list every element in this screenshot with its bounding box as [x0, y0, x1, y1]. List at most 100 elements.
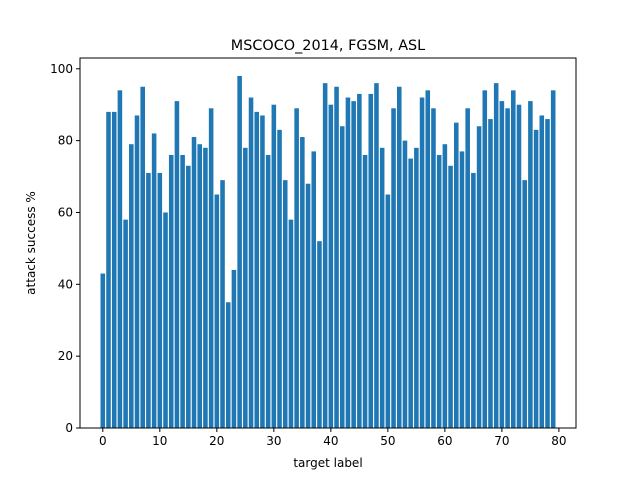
bar-label-45 [357, 93, 362, 429]
bar-label-61 [448, 165, 453, 428]
x-tick-label: 20 [209, 434, 224, 448]
bar-label-67 [482, 90, 488, 428]
y-tick-label: 60 [58, 205, 73, 219]
bars-group [100, 75, 556, 429]
y-axis-label: attack success % [24, 191, 38, 295]
bar-label-44 [351, 101, 356, 429]
bar-label-59 [436, 154, 442, 429]
bar-label-74 [522, 180, 527, 428]
bar-label-27 [254, 111, 260, 428]
bar-label-69 [493, 83, 499, 429]
bar-label-52 [396, 86, 402, 429]
bar-label-25 [243, 147, 248, 428]
x-tick-label: 60 [437, 434, 452, 448]
plot-frame [79, 57, 577, 429]
chart-title: MSCOCO_2014, FGSM, ASL [231, 38, 425, 54]
bar-label-79 [550, 90, 556, 428]
bar-label-11 [163, 212, 168, 428]
bar-label-24 [237, 75, 242, 429]
x-tick-label: 50 [380, 434, 395, 448]
bar-label-2 [111, 111, 117, 428]
bar-label-12 [168, 154, 174, 429]
bar-label-37 [311, 151, 317, 428]
bar-label-50 [385, 194, 391, 428]
bar-label-41 [334, 86, 339, 429]
bar-label-36 [305, 183, 311, 428]
bar-label-60 [442, 144, 448, 428]
bar-label-75 [528, 101, 533, 429]
x-tick-label: 0 [99, 434, 107, 448]
bar-label-15 [186, 165, 191, 428]
bar-label-30 [271, 104, 277, 428]
bar-label-42 [339, 126, 345, 428]
bar-label-57 [425, 90, 431, 428]
bar-label-26 [248, 97, 254, 428]
bar-label-46 [362, 154, 368, 429]
bar-label-68 [488, 119, 493, 428]
bar-label-53 [402, 140, 408, 428]
bar-label-78 [545, 119, 550, 428]
bar-label-38 [317, 241, 322, 428]
bar-label-7 [140, 86, 145, 429]
bar-label-49 [379, 147, 385, 428]
bar-label-35 [300, 137, 305, 428]
bar-label-31 [277, 129, 282, 428]
bar-label-70 [499, 101, 505, 429]
y-tick-label: 40 [58, 277, 73, 291]
bar-label-8 [146, 172, 151, 428]
bar-label-18 [203, 147, 208, 428]
bar-label-51 [391, 108, 396, 428]
y-tick-label: 100 [50, 62, 73, 76]
bar-label-29 [265, 154, 271, 429]
y-tick-label: 80 [58, 134, 73, 148]
bar-label-54 [408, 158, 413, 428]
bar-label-0 [100, 273, 106, 428]
bar-label-14 [180, 154, 185, 429]
bar-label-73 [516, 104, 522, 428]
bar-label-58 [431, 108, 436, 428]
x-tick-label: 70 [494, 434, 509, 448]
y-tick-label: 20 [58, 349, 73, 363]
bar-label-4 [123, 219, 128, 428]
bar-label-39 [322, 83, 328, 429]
bar-label-43 [345, 97, 351, 428]
bar-label-19 [208, 108, 214, 428]
bar-label-17 [197, 144, 202, 428]
bar-label-13 [174, 101, 180, 429]
bar-label-3 [117, 90, 123, 428]
bar-label-56 [419, 97, 425, 428]
x-axis: 0 10 20 30 40 50 60 70 80 [99, 428, 567, 448]
y-tick-label: 0 [65, 421, 73, 435]
bar-label-20 [214, 194, 220, 428]
bar-label-65 [471, 172, 476, 428]
bar-label-71 [505, 108, 510, 428]
bar-label-66 [476, 126, 482, 428]
bar-label-72 [511, 90, 516, 428]
bar-label-9 [151, 133, 157, 428]
bar-label-62 [454, 122, 459, 428]
bar-label-48 [374, 83, 379, 429]
bar-label-5 [129, 144, 134, 428]
bar-label-6 [134, 115, 140, 428]
bar-label-33 [288, 219, 294, 428]
bar-label-76 [533, 129, 539, 428]
bar-label-22 [225, 302, 231, 428]
x-tick-label: 10 [152, 434, 167, 448]
bar-label-28 [260, 115, 265, 428]
bar-label-63 [459, 151, 465, 428]
bar-label-10 [157, 172, 163, 428]
x-axis-label: target label [293, 456, 362, 470]
bar-label-1 [106, 111, 111, 428]
bar-label-34 [294, 108, 299, 428]
y-axis: 0 20 40 60 80 100 [50, 62, 80, 435]
bar-label-40 [328, 104, 334, 428]
bar-label-55 [414, 147, 419, 428]
bar-label-16 [191, 137, 197, 428]
x-tick-label: 40 [323, 434, 338, 448]
x-tick-label: 30 [266, 434, 281, 448]
bar-label-32 [282, 180, 288, 428]
bar-label-47 [368, 93, 374, 429]
bar-label-21 [220, 180, 225, 428]
